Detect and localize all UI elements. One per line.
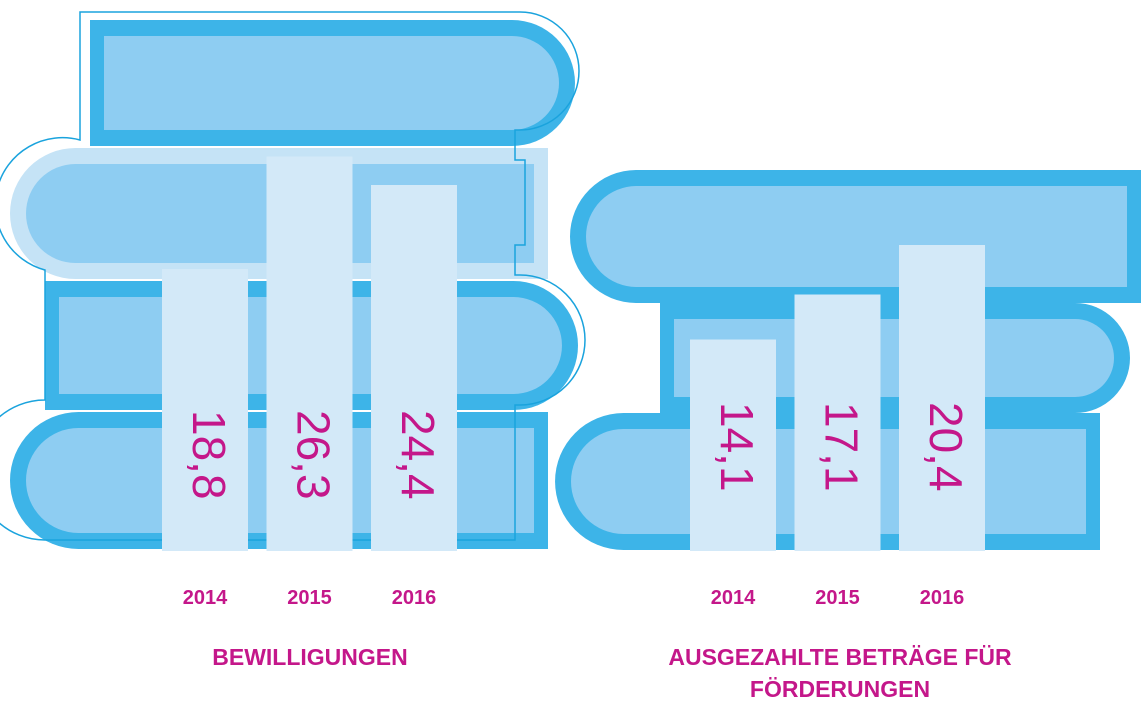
x-tick-label: 2016 bbox=[392, 587, 437, 609]
chart: 18,8 2014 26,3 2015 24,4 2016 14,1 2014 17,1 2015… bbox=[0, 0, 1141, 702]
value-label: 18,8 bbox=[183, 410, 235, 500]
chart-title: AUSGEZAHLTE BETRÄGE FÜR FÖRDERUNGEN bbox=[660, 641, 1020, 702]
x-tick-label: 2014 bbox=[183, 587, 228, 609]
value-label: 24,4 bbox=[392, 410, 444, 500]
x-tick-label: 2014 bbox=[711, 587, 756, 609]
value-label: 20,4 bbox=[920, 402, 972, 492]
book-pages bbox=[586, 186, 1127, 287]
x-tick-label: 2016 bbox=[920, 587, 965, 609]
chart-title: BEWILLIGUNGEN bbox=[110, 641, 510, 673]
x-tick-label: 2015 bbox=[287, 587, 332, 609]
book-pages bbox=[104, 36, 559, 130]
value-label: 17,1 bbox=[815, 402, 867, 492]
infographic: 18,8 2014 26,3 2015 24,4 2016 14,1 2014 17,1 2015… bbox=[0, 0, 1141, 702]
x-tick-label: 2015 bbox=[815, 587, 860, 609]
value-label: 14,1 bbox=[711, 402, 763, 492]
value-label: 26,3 bbox=[287, 410, 339, 500]
bar bbox=[899, 245, 985, 551]
